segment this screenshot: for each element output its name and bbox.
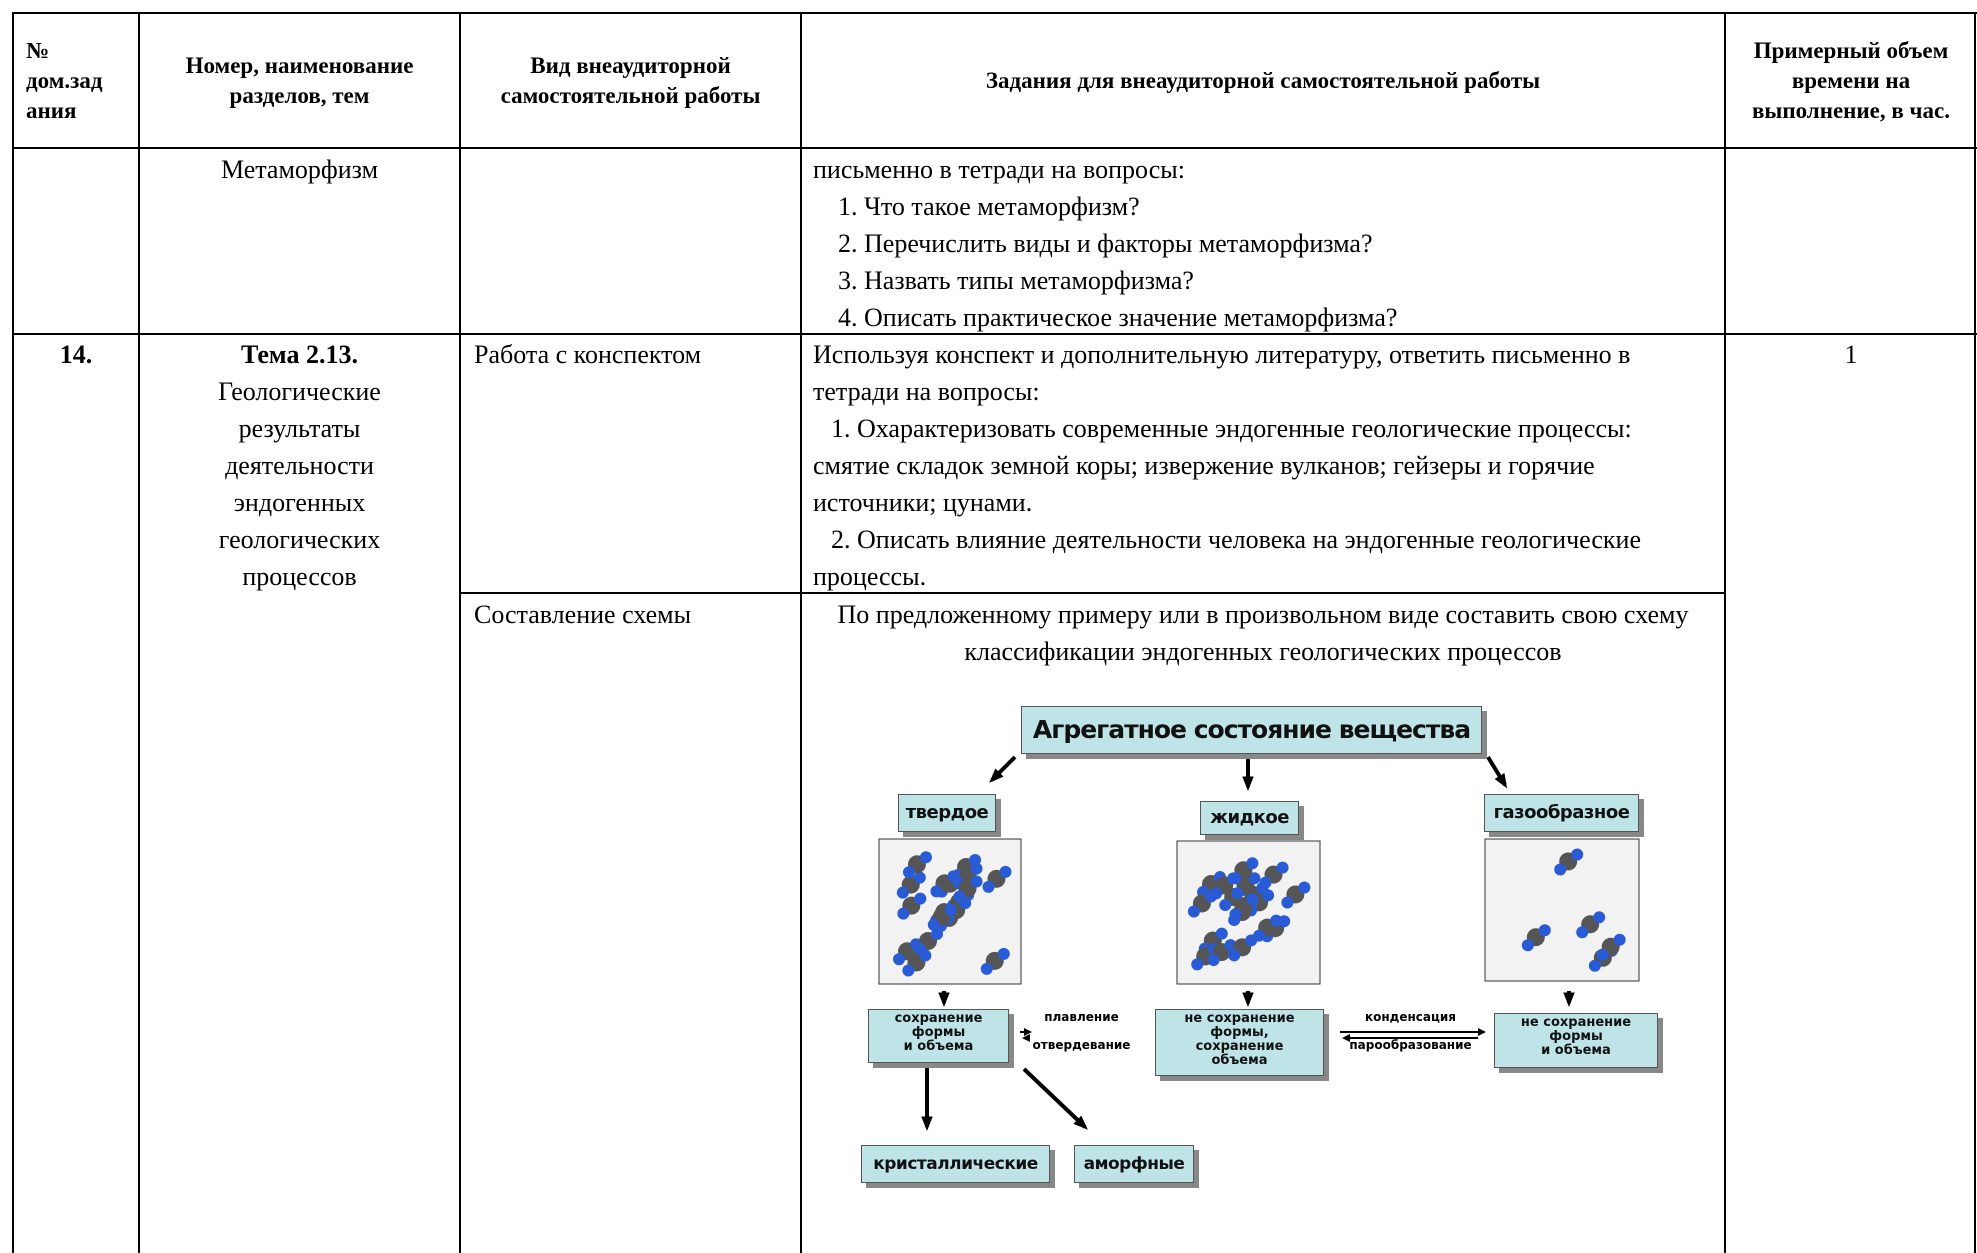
header-cell: Примерный объем времени на выполнение, в…: [1751, 37, 1950, 123]
atom: [1229, 908, 1242, 921]
topic: Геологические результаты деятельности эн…: [218, 377, 381, 591]
task-paragraph: 1. Охарактеризовать современные эндогенн…: [813, 414, 1632, 517]
header-cell: № дом.зад ания: [26, 37, 103, 123]
atom: [902, 964, 915, 977]
state-property: не сохранение формы и объема: [1494, 1013, 1658, 1068]
work-type: Работа с конспектом: [474, 340, 702, 369]
arrowhead: [1073, 1115, 1088, 1130]
task-paragraph: Используя конспект и дополнительную лите…: [813, 340, 1631, 406]
hours: 1: [1844, 340, 1858, 369]
task-paragraph: 2. Описать влияние деятельности человека…: [813, 525, 1641, 591]
kind: кристаллические: [861, 1145, 1050, 1183]
header-cell: Задания для внеаудиторной самостоятельно…: [985, 67, 1541, 93]
atom: [1246, 857, 1259, 870]
atom: [1571, 848, 1584, 861]
atom: [1191, 958, 1204, 971]
atom: [1219, 899, 1232, 912]
topic-title: Тема 2.13.: [241, 340, 358, 369]
atom: [1521, 939, 1534, 952]
atom: [927, 918, 940, 931]
atom: [913, 871, 926, 884]
task-paragraph: По предложенному примеру или в произволь…: [837, 600, 1689, 666]
arrowhead: [1024, 1028, 1032, 1036]
atom: [1246, 893, 1259, 906]
atom: [970, 875, 983, 888]
question: 2. Перечислить виды и факторы метаморфиз…: [838, 229, 1373, 258]
atom: [1270, 914, 1283, 927]
atom: [902, 866, 915, 879]
question: 1. Что такое метаморфизм?: [838, 192, 1140, 221]
header-cell: Вид внеаудиторной самостоятельной работы: [500, 52, 761, 108]
header-cell: Номер, наименование разделов, тем: [185, 52, 414, 108]
atom: [1207, 954, 1220, 967]
atom: [919, 851, 932, 864]
atom: [1593, 911, 1606, 924]
atom: [1588, 959, 1601, 972]
atom: [930, 885, 943, 898]
atom: [999, 865, 1012, 878]
arrowhead: [1242, 776, 1254, 791]
atom: [914, 892, 927, 905]
atom: [1210, 887, 1223, 900]
atom: [1596, 948, 1609, 961]
atom: [893, 953, 906, 966]
arrowhead: [1563, 992, 1575, 1007]
atom: [897, 907, 910, 920]
arrowhead: [1494, 773, 1508, 789]
arrowhead: [1242, 992, 1254, 1007]
atom: [1259, 876, 1272, 889]
arrowhead: [1022, 1034, 1030, 1042]
work-type: Составление схемы: [474, 600, 692, 629]
transition: конденсация: [1364, 1010, 1457, 1024]
atom: [1245, 934, 1258, 947]
atom: [896, 886, 909, 899]
atom: [931, 928, 944, 941]
atom: [919, 949, 932, 962]
atom: [1298, 881, 1311, 894]
atom: [1613, 933, 1626, 946]
atom: [1281, 896, 1294, 909]
transition: плавление: [1044, 1010, 1119, 1024]
state-name: твердое: [898, 794, 996, 832]
arrowhead: [921, 1116, 933, 1131]
arrowhead: [1478, 1028, 1486, 1036]
task-number: 14.: [59, 340, 93, 369]
atom: [1228, 949, 1241, 962]
atom: [1248, 872, 1261, 885]
atom: [1227, 872, 1240, 885]
atom: [970, 862, 983, 875]
transition: парообразование: [1349, 1038, 1472, 1052]
atom: [997, 947, 1010, 960]
atom: [944, 903, 957, 916]
atom: [1576, 926, 1589, 939]
atom: [947, 870, 960, 883]
arrowhead: [1342, 1034, 1350, 1042]
atom: [1276, 861, 1289, 874]
atom: [1187, 905, 1200, 918]
atom: [953, 890, 966, 903]
task-line: письменно в тетради на вопросы:: [813, 155, 1185, 184]
state-property: не сохранение формы, сохранение объема: [1155, 1009, 1324, 1076]
atom: [1262, 889, 1275, 902]
atom: [980, 962, 993, 975]
atom: [982, 880, 995, 893]
kind: аморфные: [1074, 1145, 1194, 1183]
transition: отвердевание: [1032, 1038, 1131, 1052]
question: 4. Описать практическое значение метамор…: [838, 303, 1398, 332]
atom: [1231, 887, 1244, 900]
atom: [1538, 924, 1551, 937]
topic: Метаморфизм: [220, 155, 379, 184]
state-property: сохранение формы и объема: [868, 1009, 1009, 1063]
arrowhead: [989, 768, 1004, 783]
diagram-title: Агрегатное состояние вещества: [1021, 706, 1482, 754]
state-name: газообразное: [1484, 794, 1639, 832]
arrowhead: [938, 992, 950, 1007]
question: 3. Назвать типы метаморфизма?: [838, 266, 1194, 295]
atom: [1554, 863, 1567, 876]
state-name: жидкое: [1200, 801, 1299, 835]
atom: [1215, 927, 1228, 940]
arrow: [1022, 1067, 1087, 1129]
